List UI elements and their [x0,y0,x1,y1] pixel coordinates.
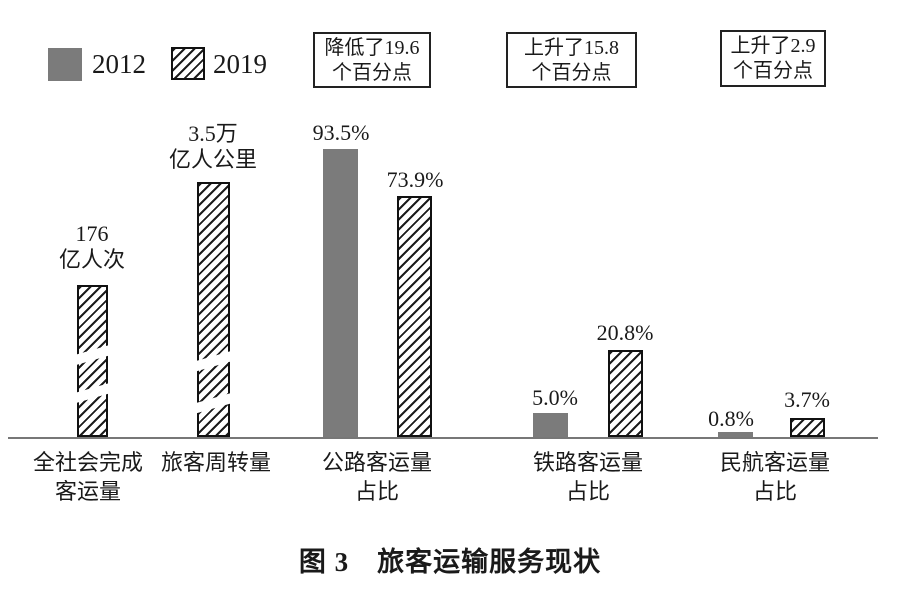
value-label-aviation-2012: 0.8% [708,406,754,431]
annotation-box-aviation-share-change: 上升了2.9 个百分点 [720,30,826,87]
axis-break-mark [73,344,113,366]
axis-break-mark [73,382,113,404]
legend-label-2012: 2012 [92,49,146,79]
x-axis-line [8,437,878,439]
annotation-box-rail-share-change: 上升了15.8 个百分点 [506,32,637,88]
bar-rail-share-2012 [533,413,568,437]
bar-aviation-share-2019 [790,418,825,437]
category-label-total-passenger-volume: 全社会完成 客运量 [32,450,143,504]
value-label-passenger-turnover: 3.5万 亿人公里 [168,121,257,172]
axis-break-mark [193,392,235,414]
legend-swatch-2019-hatched [171,47,205,80]
category-label-road-share: 公路客运量 占比 [321,450,432,504]
legend-swatch-2012-solid [48,48,82,81]
legend-label-2019: 2019 [213,49,267,79]
bar-total-passenger-volume-2019 [73,285,113,437]
bar-road-share-2012 [323,149,358,437]
value-label-aviation-2019: 3.7% [784,387,830,412]
figure-title: 图 3 旅客运输服务现状 [298,547,602,577]
axis-break-mark [193,350,235,372]
category-label-aviation-share: 民航客运量 占比 [719,450,830,504]
bar-rail-share-2019 [608,350,643,437]
value-label-road-2019: 73.9% [386,167,444,192]
value-label-road-2012: 93.5% [312,120,370,145]
value-label-total-passenger-volume: 176 亿人次 [58,221,125,272]
bar-passenger-turnover-2019 [193,182,235,437]
bar-aviation-share-2012 [718,432,753,437]
value-label-rail-2019: 20.8% [596,320,654,345]
bar-road-share-2019 [397,196,432,437]
value-label-rail-2012: 5.0% [532,385,578,410]
annotation-box-road-share-change: 降低了19.6 个百分点 [313,32,431,88]
category-label-passenger-turnover: 旅客周转量 [160,450,271,475]
category-label-rail-share: 铁路客运量 占比 [532,450,643,504]
